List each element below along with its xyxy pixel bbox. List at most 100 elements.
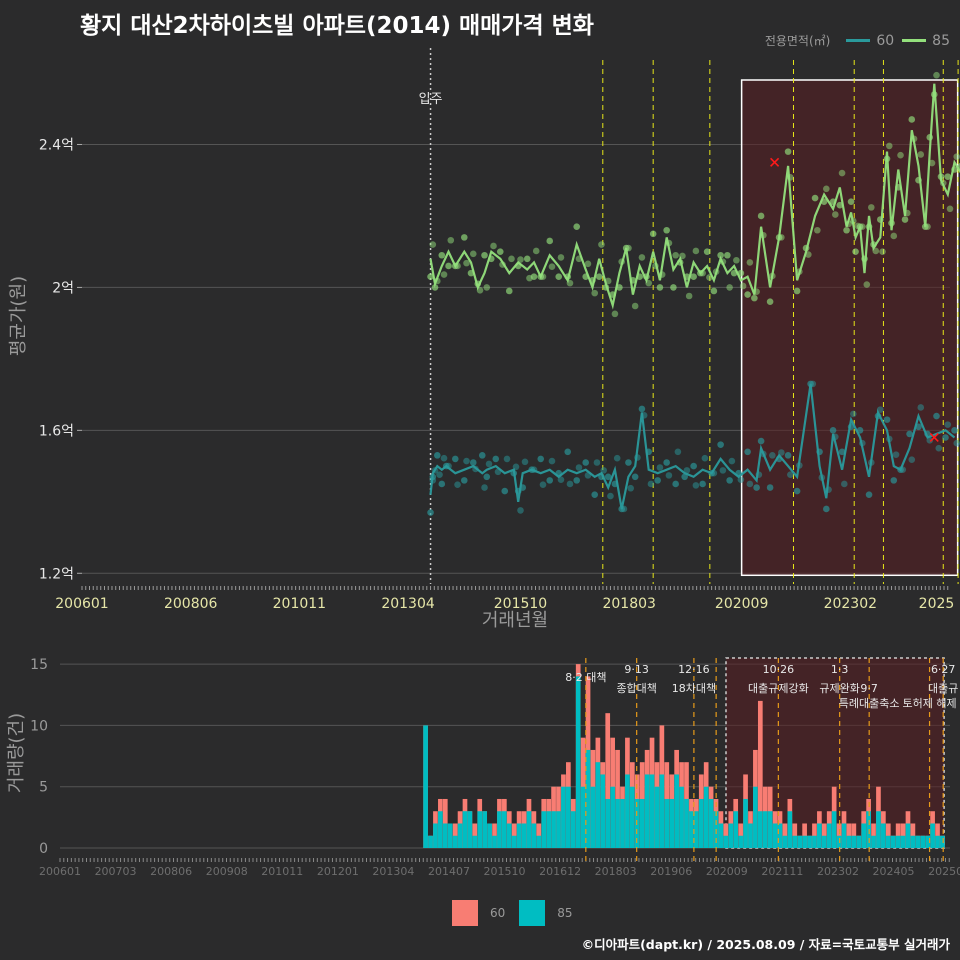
bar-85 bbox=[890, 835, 896, 848]
scatter-point-60 bbox=[654, 477, 661, 484]
bar-85 bbox=[472, 835, 478, 848]
bar-85 bbox=[615, 798, 620, 848]
scatter-point-60 bbox=[427, 509, 434, 516]
scatter-point-60 bbox=[548, 457, 556, 465]
bar-85 bbox=[467, 811, 473, 848]
bar-85 bbox=[693, 811, 699, 848]
bar-legend-swatch-85 bbox=[519, 900, 546, 926]
scatter-point-60 bbox=[726, 477, 733, 484]
bar-85 bbox=[566, 786, 571, 848]
scatter-point-85 bbox=[490, 242, 497, 250]
event-annotation: 대출규제강화 bbox=[748, 682, 809, 695]
scatter-point-60 bbox=[787, 471, 794, 478]
bar-85 bbox=[585, 749, 591, 848]
legend-label-85: 85 bbox=[932, 32, 950, 49]
scatter-point-85 bbox=[469, 250, 477, 258]
scatter-point-60 bbox=[823, 505, 830, 513]
scatter-point-85 bbox=[546, 237, 554, 245]
scatter-point-85 bbox=[724, 251, 731, 259]
highlight-box bbox=[740, 79, 959, 577]
scatter-point-85 bbox=[431, 284, 439, 291]
bar-legend-label-85: 85 bbox=[557, 906, 573, 920]
scatter-point-60 bbox=[890, 477, 898, 484]
bar-85 bbox=[442, 823, 448, 848]
x-tick-label: 201304 bbox=[372, 865, 414, 878]
bar-85 bbox=[940, 835, 945, 848]
bar-85 bbox=[674, 774, 679, 848]
bar-85 bbox=[782, 835, 788, 848]
scatter-point-85 bbox=[766, 298, 774, 306]
scatter-point-60 bbox=[481, 484, 488, 491]
y-tick-label: 1.6억 bbox=[39, 423, 74, 439]
scatter-point-60 bbox=[591, 491, 599, 498]
scatter-point-85 bbox=[438, 251, 446, 259]
bar-85 bbox=[920, 835, 926, 848]
bar-85 bbox=[723, 835, 729, 848]
scatter-point-85 bbox=[530, 273, 538, 280]
bar-85 bbox=[551, 811, 556, 848]
bar-85 bbox=[708, 798, 714, 848]
scatter-point-60 bbox=[436, 471, 443, 478]
bar-85 bbox=[821, 835, 827, 848]
scatter-point-60 bbox=[469, 459, 477, 466]
scatter-point-85 bbox=[532, 247, 540, 255]
volume-chart: 0 5 10 15 200601 200703 200806 200908 201011 2012… bbox=[6, 657, 960, 878]
bar-85 bbox=[541, 811, 547, 848]
scatter-point-85 bbox=[685, 292, 693, 300]
scatter-point-60 bbox=[683, 467, 691, 474]
bar-85 bbox=[561, 786, 566, 848]
scatter-point-85 bbox=[523, 255, 531, 263]
bar-85 bbox=[536, 835, 542, 848]
event-annotation: 1·3 bbox=[831, 663, 849, 676]
bar-85 bbox=[915, 835, 921, 848]
scatter-point-60 bbox=[753, 484, 760, 491]
scatter-point-85 bbox=[508, 255, 515, 263]
y-tick-label: 15 bbox=[30, 657, 48, 673]
x-tick-label: 202009 bbox=[715, 596, 768, 612]
scatter-point-60 bbox=[478, 452, 486, 459]
bar-85 bbox=[447, 823, 453, 848]
scatter-point-85 bbox=[832, 211, 839, 218]
bar-85 bbox=[487, 823, 492, 848]
scatter-point-60 bbox=[440, 454, 448, 462]
source-footer: ©디아파트(dapt.kr) / 2025.08.09 / 자료=국토교통부 실… bbox=[581, 937, 950, 952]
bar-85 bbox=[649, 774, 655, 848]
bar-85 bbox=[772, 823, 778, 848]
scatter-point-85 bbox=[483, 284, 491, 291]
bar-85 bbox=[856, 835, 862, 848]
scatter-point-60 bbox=[451, 455, 459, 463]
scatter-point-60 bbox=[638, 405, 646, 413]
anomaly-marker bbox=[770, 157, 780, 167]
event-annotation: 12·16 bbox=[678, 663, 710, 676]
scatter-point-85 bbox=[690, 273, 697, 280]
scatter-point-60 bbox=[573, 477, 581, 484]
scatter-point-85 bbox=[843, 226, 850, 234]
bar-legend-item-85: 85 bbox=[519, 900, 573, 926]
scatter-point-60 bbox=[906, 430, 913, 438]
scatter-point-85 bbox=[573, 223, 581, 230]
scatter-point-60 bbox=[460, 477, 468, 484]
scatter-point-60 bbox=[883, 416, 891, 423]
x-tick-label: 202302 bbox=[824, 596, 877, 612]
event-annotation: 18차대책 bbox=[672, 682, 716, 695]
bar-85 bbox=[762, 811, 768, 848]
scatter-point-85 bbox=[744, 291, 751, 298]
bar-60 bbox=[757, 700, 763, 848]
scatter-point-85 bbox=[847, 198, 855, 205]
scatter-point-60 bbox=[672, 480, 679, 488]
y-axis-title: 평균가(원) bbox=[8, 276, 29, 356]
bar-85 bbox=[546, 811, 551, 848]
scatter-point-60 bbox=[454, 481, 461, 488]
bar-85 bbox=[871, 835, 876, 848]
bar-85 bbox=[930, 823, 935, 848]
scatter-point-85 bbox=[885, 142, 893, 150]
scatter-point-60 bbox=[717, 441, 724, 448]
scatter-point-85 bbox=[838, 169, 846, 177]
scatter-point-85 bbox=[463, 259, 470, 267]
bar-85 bbox=[698, 798, 704, 848]
bar-85 bbox=[521, 823, 527, 848]
bar-85 bbox=[659, 774, 665, 848]
scatter-point-85 bbox=[739, 282, 747, 290]
bar-85 bbox=[777, 823, 783, 848]
bar-85 bbox=[600, 774, 606, 848]
